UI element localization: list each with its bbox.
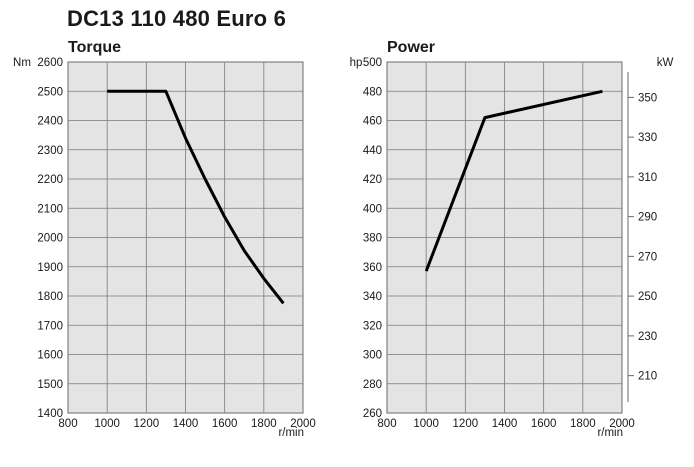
power-y-tick-label: 400 <box>363 203 382 215</box>
torque-x-tick-label: 1600 <box>212 418 238 430</box>
power-secondary-tick-label: 310 <box>638 172 657 184</box>
torque-y-tick-label: 2000 <box>37 233 63 245</box>
power-x-unit-label: r/min <box>597 427 623 439</box>
power-x-tick-label: 1000 <box>413 418 439 430</box>
torque-y-tick-label: 1600 <box>37 350 63 362</box>
torque-y-tick-label: 1400 <box>37 408 63 420</box>
power-secondary-tick-label: 270 <box>638 251 657 263</box>
power-x-tick-label: 1800 <box>570 418 596 430</box>
power-secondary-unit-label: kW <box>657 57 674 69</box>
power-secondary-tick-label: 350 <box>638 92 657 104</box>
torque-x-unit-label: r/min <box>278 427 304 439</box>
torque-y-tick-label: 2500 <box>37 86 63 98</box>
torque-y-tick-label: 2400 <box>37 116 63 128</box>
power-secondary-tick-label: 210 <box>638 371 657 383</box>
torque-x-tick-label: 1200 <box>134 418 160 430</box>
power-secondary-tick-label: 230 <box>638 331 657 343</box>
page-title: DC13 110 480 Euro 6 <box>67 6 287 31</box>
power-x-tick-label: 800 <box>377 418 396 430</box>
power-y-tick-label: 340 <box>363 291 382 303</box>
torque-y-tick-label: 1700 <box>37 320 63 332</box>
power-y-tick-label: 500 <box>363 57 382 69</box>
power-y-tick-label: 480 <box>363 86 382 98</box>
power-y-tick-label: 360 <box>363 262 382 274</box>
power-secondary-tick-label: 250 <box>638 291 657 303</box>
power-y-tick-label: 420 <box>363 174 382 186</box>
power-chart-title: Power <box>387 39 435 56</box>
power-secondary-tick-label: 290 <box>638 212 657 224</box>
power-y-tick-label: 320 <box>363 320 382 332</box>
torque-y-tick-label: 1800 <box>37 291 63 303</box>
power-x-tick-label: 2000 <box>609 418 635 430</box>
torque-y-unit-label: Nm <box>13 57 31 69</box>
torque-x-tick-label: 800 <box>58 418 77 430</box>
torque-chart-title: Torque <box>68 39 121 56</box>
power-secondary-tick-label: 330 <box>638 132 657 144</box>
power-x-tick-label: 1200 <box>453 418 479 430</box>
torque-series-line <box>107 89 285 305</box>
torque-y-tick-label: 1500 <box>37 379 63 391</box>
torque-y-tick-label: 1900 <box>37 262 63 274</box>
power-x-tick-label: 1400 <box>492 418 518 430</box>
power-series-line <box>424 89 603 272</box>
power-x-tick-label: 1600 <box>531 418 557 430</box>
torque-y-tick-label: 2200 <box>37 174 63 186</box>
torque-x-tick-label: 2000 <box>290 418 316 430</box>
torque-y-tick-label: 2600 <box>37 57 63 69</box>
power-y-tick-label: 460 <box>363 116 382 128</box>
power-y-tick-label: 380 <box>363 233 382 245</box>
torque-x-tick-label: 1400 <box>173 418 199 430</box>
torque-x-tick-label: 1000 <box>94 418 120 430</box>
power-y-tick-label: 280 <box>363 379 382 391</box>
power-y-tick-label: 300 <box>363 350 382 362</box>
power-y-tick-label: 260 <box>363 408 382 420</box>
torque-x-tick-label: 1800 <box>251 418 277 430</box>
torque-y-tick-label: 2300 <box>37 145 63 157</box>
power-y-unit-label: hp <box>350 57 363 69</box>
power-y-tick-label: 440 <box>363 145 382 157</box>
torque-y-tick-label: 2100 <box>37 203 63 215</box>
